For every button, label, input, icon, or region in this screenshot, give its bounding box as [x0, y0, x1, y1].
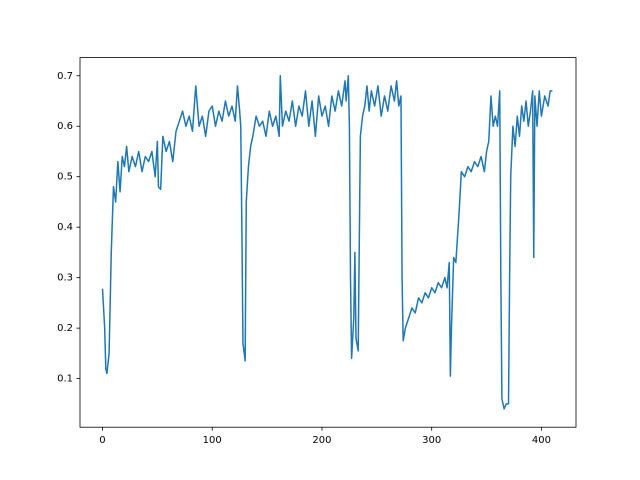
y-tick-label: 0.2	[57, 323, 73, 334]
y-tick-label: 0.4	[57, 222, 73, 233]
x-tick-label: 0	[99, 435, 105, 446]
y-tick-label: 0.5	[57, 172, 73, 183]
x-tick-label: 200	[312, 435, 331, 446]
y-tick-label: 0.1	[57, 374, 73, 385]
line-series	[101, 75, 553, 410]
y-tick-label: 0.7	[57, 71, 73, 82]
x-tick-label: 300	[422, 435, 441, 446]
x-tick-label: 400	[532, 435, 551, 446]
y-tick-label: 0.6	[57, 121, 73, 132]
x-tick-label: 100	[203, 435, 222, 446]
axes-frame	[79, 57, 577, 428]
y-tick-label: 0.3	[57, 273, 73, 284]
